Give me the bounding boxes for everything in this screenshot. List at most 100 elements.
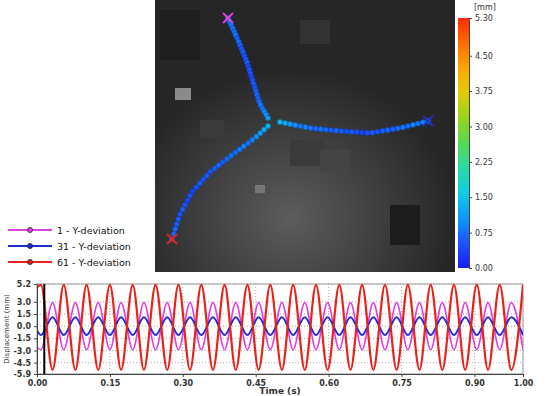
photo-detail bbox=[255, 185, 265, 193]
tick-mark bbox=[523, 374, 524, 377]
grid-line bbox=[109, 284, 110, 374]
tick: 0.00 bbox=[469, 264, 493, 273]
grid-line bbox=[37, 326, 523, 327]
point-marker bbox=[223, 13, 233, 23]
tick-mark bbox=[469, 91, 472, 92]
marker-stroke bbox=[423, 116, 433, 126]
tick: 0.30 bbox=[173, 374, 193, 388]
point bbox=[339, 128, 344, 133]
point bbox=[265, 123, 270, 128]
tick-label: 1.50 bbox=[475, 193, 493, 202]
point bbox=[349, 129, 354, 134]
tick-mark bbox=[34, 363, 37, 364]
tick: 5.30 bbox=[469, 14, 493, 23]
photo-detail bbox=[200, 120, 224, 138]
photo-detail bbox=[320, 150, 350, 172]
point bbox=[354, 130, 359, 135]
tick: -5.9 bbox=[14, 370, 38, 379]
tick: 0.75 bbox=[469, 229, 493, 238]
tick-label: 3.00 bbox=[475, 123, 493, 132]
x-axis-title: Time (s) bbox=[259, 386, 300, 396]
tick: 0.75 bbox=[392, 374, 412, 388]
plot-background bbox=[37, 284, 523, 374]
point bbox=[415, 121, 420, 126]
tick-label: 0.75 bbox=[475, 229, 493, 238]
tick-mark bbox=[469, 126, 472, 127]
photo-detail bbox=[390, 205, 420, 245]
colorbar-title: [mm] bbox=[474, 3, 496, 12]
plot-lines bbox=[37, 284, 523, 374]
point bbox=[173, 226, 178, 231]
tick-label: 0.00 bbox=[475, 264, 493, 273]
tick-mark bbox=[469, 233, 472, 234]
tick: 5.2 bbox=[17, 280, 37, 289]
point bbox=[265, 115, 270, 120]
marker-stroke bbox=[167, 234, 177, 244]
axis-line bbox=[37, 285, 38, 375]
legend-label: 31 - Y-deviation bbox=[57, 241, 131, 252]
point bbox=[308, 125, 313, 130]
legend-marker bbox=[28, 244, 33, 249]
point bbox=[380, 128, 385, 133]
series-line bbox=[37, 317, 523, 335]
tick-mark bbox=[183, 374, 184, 377]
series-line bbox=[37, 285, 523, 370]
marker-stroke bbox=[223, 13, 233, 23]
tick-mark bbox=[110, 374, 111, 377]
tick-mark bbox=[474, 374, 475, 377]
y-axis: 5.23.01.50.0-1.5-3.0-4.5-5.9 bbox=[14, 280, 38, 379]
tick: -4.5 bbox=[14, 359, 38, 368]
point bbox=[344, 129, 349, 134]
point bbox=[323, 127, 328, 132]
point bbox=[385, 127, 390, 132]
tick-mark bbox=[469, 56, 472, 57]
marker-stroke bbox=[167, 234, 177, 244]
legend: 1 - Y-deviation31 - Y-deviation61 - Y-de… bbox=[8, 225, 131, 268]
point bbox=[370, 130, 375, 135]
marker-stroke bbox=[423, 116, 433, 126]
tick-mark bbox=[34, 314, 37, 315]
y-axis-title: Displacement (mm) bbox=[3, 294, 11, 364]
figure: 5.304.503.753.002.251.500.750.00[mm]0.00… bbox=[0, 0, 560, 396]
grid bbox=[37, 284, 523, 374]
point bbox=[288, 121, 293, 126]
point bbox=[334, 128, 339, 133]
tick-label: 0.15 bbox=[101, 379, 121, 388]
tick-mark bbox=[34, 338, 37, 339]
tick-mark bbox=[402, 374, 403, 377]
legend-label: 61 - Y-deviation bbox=[57, 257, 131, 268]
tick-mark bbox=[469, 162, 472, 163]
tick-mark bbox=[256, 374, 257, 377]
tick: 3.00 bbox=[469, 123, 493, 132]
point bbox=[375, 129, 380, 134]
tick-label: 2.25 bbox=[475, 158, 493, 167]
colorbar-axis: 5.304.503.753.002.251.500.750.00 bbox=[469, 14, 493, 273]
tick: -1.5 bbox=[14, 334, 38, 343]
tick-label: 5.30 bbox=[475, 14, 493, 23]
tick-label: 0.90 bbox=[465, 379, 485, 388]
tick-label: -3.0 bbox=[14, 347, 32, 356]
tick: -3.0 bbox=[14, 347, 38, 356]
cursor-line bbox=[43, 284, 45, 374]
point bbox=[313, 126, 318, 131]
tick-mark bbox=[469, 197, 472, 198]
tick-mark bbox=[34, 326, 37, 327]
point bbox=[303, 124, 308, 129]
point bbox=[395, 126, 400, 131]
tick: 1.5 bbox=[17, 310, 37, 319]
tick-mark bbox=[469, 18, 472, 19]
tick-label: 4.50 bbox=[475, 52, 493, 61]
point bbox=[359, 130, 364, 135]
tick: 3.0 bbox=[17, 298, 37, 307]
point bbox=[174, 221, 179, 226]
tick-label: 1.5 bbox=[17, 310, 32, 319]
tick-mark bbox=[329, 374, 330, 377]
tick-label: 0.60 bbox=[319, 379, 339, 388]
tick: 0.90 bbox=[465, 374, 485, 388]
photo-detail bbox=[290, 140, 324, 166]
legend-item: 61 - Y-deviation bbox=[8, 257, 131, 268]
tick: 0.15 bbox=[101, 374, 121, 388]
tick-label: 0.75 bbox=[392, 379, 412, 388]
points bbox=[169, 15, 430, 241]
tick-mark bbox=[34, 284, 37, 285]
